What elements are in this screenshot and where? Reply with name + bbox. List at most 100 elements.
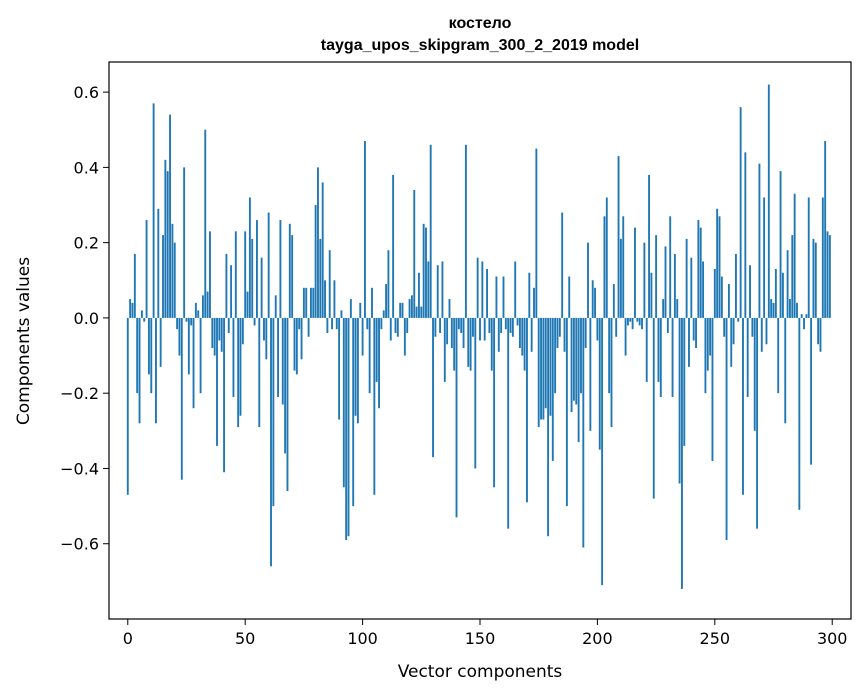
bar-62	[272, 317, 275, 507]
bar-180	[549, 317, 552, 416]
bar-280	[784, 317, 787, 424]
bar-33	[204, 129, 207, 318]
bar-13	[157, 208, 160, 318]
bar-78	[310, 287, 312, 318]
bar-134	[441, 261, 444, 318]
bar-160	[502, 276, 505, 318]
bar-261	[739, 107, 742, 318]
bar-222	[648, 174, 650, 318]
bar-71	[293, 317, 296, 371]
bar-231	[669, 216, 672, 318]
bar-151	[481, 261, 484, 318]
bar-112	[389, 317, 392, 341]
bar-39	[218, 317, 221, 341]
x-axis: 0 50 100 150 200 250 300	[123, 619, 847, 648]
bar-55	[255, 220, 258, 318]
bar-228	[662, 299, 665, 318]
bar-19	[171, 223, 174, 318]
bar-295	[819, 317, 822, 352]
bar-184	[558, 317, 561, 337]
bar-73	[298, 317, 301, 330]
bar-278	[779, 171, 782, 318]
bar-72	[295, 317, 298, 375]
bar-142	[460, 317, 463, 333]
bar-29	[194, 302, 197, 318]
chart-title: костело	[449, 15, 512, 32]
bar-203	[603, 216, 606, 318]
bar-110	[385, 284, 388, 318]
bar-90	[338, 317, 341, 420]
bar-26	[187, 317, 190, 375]
bar-287	[800, 314, 803, 318]
bar-177	[542, 317, 545, 420]
bar-230	[666, 317, 669, 333]
bar-297	[824, 141, 827, 318]
bar-225	[655, 235, 658, 318]
bar-67	[284, 317, 287, 454]
bar-141	[457, 317, 460, 330]
bar-155	[490, 317, 493, 371]
bar-81	[317, 167, 319, 318]
bar-182	[554, 317, 557, 394]
bar-65	[279, 220, 282, 318]
bar-158	[497, 317, 500, 352]
bar-206	[610, 317, 613, 428]
y-axis-label: Components values	[14, 257, 34, 425]
bar-30	[197, 310, 200, 318]
bar-216	[634, 227, 636, 318]
bar-292	[812, 238, 815, 318]
bar-85	[326, 317, 329, 333]
bar-165	[514, 261, 517, 318]
bar-60	[267, 212, 270, 318]
bar-215	[631, 317, 634, 330]
bar-70	[291, 235, 294, 318]
bar-111	[387, 250, 390, 318]
bar-248	[709, 317, 712, 356]
bar-22	[178, 317, 181, 356]
bar-210	[619, 238, 622, 318]
bar-190	[572, 317, 575, 401]
bar-194	[582, 317, 585, 548]
chart-subtitle: tayga_upos_skipgram_300_2_2019 model	[321, 37, 639, 54]
bar-63	[274, 295, 277, 318]
bar-293	[814, 242, 817, 318]
bar-205	[608, 317, 611, 394]
bar-227	[659, 317, 662, 397]
y-tick-label: 0.2	[74, 234, 99, 253]
bar-95	[349, 299, 352, 318]
bar-169	[523, 317, 526, 371]
bar-149	[476, 257, 479, 318]
bar-211	[622, 216, 625, 318]
bar-150	[479, 317, 481, 341]
bar-264	[746, 317, 749, 397]
bar-219	[641, 317, 643, 330]
y-tick-label: 0.4	[74, 158, 99, 177]
bar-172	[530, 317, 533, 352]
bar-115	[396, 317, 399, 337]
bar-258	[732, 317, 735, 345]
bar-117	[401, 302, 404, 318]
bar-229	[664, 246, 667, 318]
bar-93	[345, 317, 348, 540]
bar-42	[225, 253, 228, 318]
bar-129	[429, 144, 432, 318]
bars-group	[126, 84, 831, 589]
bar-46	[234, 231, 237, 318]
bar-209	[617, 156, 620, 318]
bar-232	[671, 317, 674, 397]
bar-51	[246, 291, 249, 318]
bar-61	[270, 317, 272, 567]
bar-162	[507, 317, 510, 529]
bar-138	[450, 317, 453, 349]
bar-88	[333, 280, 336, 318]
bar-285	[796, 302, 798, 318]
y-tick-label: 0.6	[74, 83, 99, 102]
bar-131	[434, 317, 437, 337]
bar-247	[706, 317, 709, 371]
bar-239	[688, 317, 690, 367]
bar-243	[697, 220, 700, 318]
bar-27	[190, 317, 193, 326]
x-tick-label: 250	[700, 629, 731, 648]
bar-86	[328, 250, 331, 318]
